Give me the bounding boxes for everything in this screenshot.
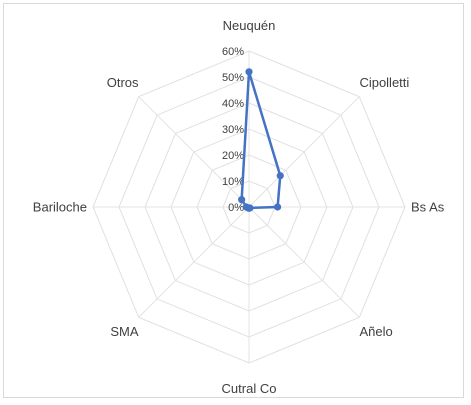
category-label: SMA xyxy=(110,324,139,339)
series-layer xyxy=(238,68,284,212)
tick-label: 50% xyxy=(222,72,244,84)
category-label: Cutral Co xyxy=(222,381,277,396)
tick-label: 40% xyxy=(222,98,244,110)
tick-label: 20% xyxy=(222,150,244,162)
data-point xyxy=(238,196,246,204)
data-point xyxy=(245,68,253,76)
category-label: Bariloche xyxy=(33,200,87,215)
tick-label: 10% xyxy=(222,176,244,188)
category-labels: Neuquén Cipolletti Bs As Añelo Cutral Co SMA B… xyxy=(33,18,445,396)
tick-labels: 0% 10% 20% 30% 40% 50% 60% xyxy=(222,46,244,214)
category-label: Bs As xyxy=(411,200,445,215)
tick-label: 60% xyxy=(222,46,244,58)
category-label: Cipolletti xyxy=(359,75,409,90)
tick-label: 30% xyxy=(222,124,244,136)
axis-spoke xyxy=(248,96,360,208)
chart-frame xyxy=(3,3,464,398)
category-label: Otros xyxy=(107,75,139,90)
category-label: Añelo xyxy=(359,324,392,339)
data-point xyxy=(242,203,250,211)
data-point xyxy=(276,172,284,180)
axis-spoke xyxy=(138,96,250,208)
tick-label: 0% xyxy=(228,202,244,214)
axis-spoke xyxy=(248,206,360,318)
category-label: Neuquén xyxy=(223,18,276,33)
axis-spoke xyxy=(138,206,250,318)
data-point xyxy=(274,203,282,211)
